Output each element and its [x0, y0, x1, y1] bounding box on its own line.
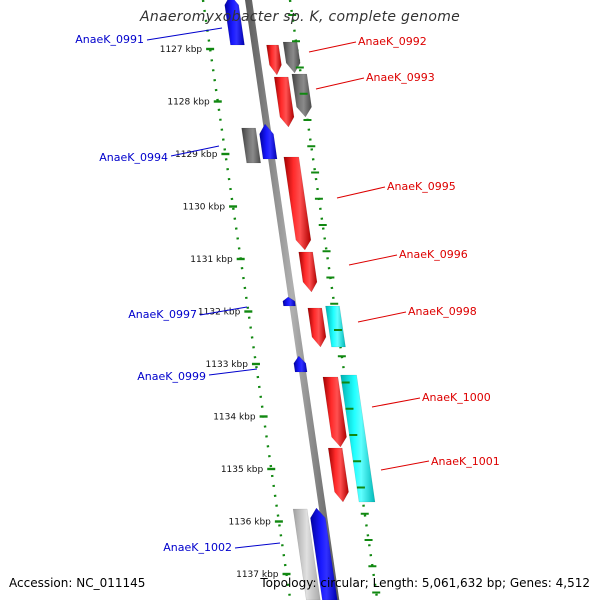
gene-arrow-1001 — [327, 447, 349, 503]
gene-arrow-0997 — [282, 296, 296, 307]
ruler-tick-label: 1128 kbp — [167, 98, 210, 108]
gene-block-0998-partner — [325, 305, 346, 348]
gene-label-leader — [336, 186, 386, 199]
ruler-tick-label: 1134 kbp — [213, 413, 256, 423]
gene-label-leader — [380, 460, 430, 471]
accession-text: Accession: NC_011145 — [9, 576, 146, 590]
gene-arrow-0993 — [273, 76, 295, 128]
gene-label-anaek-0992[interactable]: AnaeK_0992 — [358, 35, 427, 48]
gene-label-leader — [234, 542, 281, 549]
ruler-tick-label: 1136 kbp — [228, 518, 271, 528]
gene-label-anaek-0993[interactable]: AnaeK_0993 — [366, 71, 435, 84]
gene-arrow-0998 — [307, 307, 327, 348]
gene-label-anaek-0996[interactable]: AnaeK_0996 — [399, 248, 468, 261]
ruler-tick-label: 1135 kbp — [221, 465, 264, 475]
gene-block-1000-1001-partner — [340, 374, 376, 503]
ruler-tick-label: 1129 kbp — [175, 150, 218, 160]
gene-label-leader — [199, 306, 248, 316]
gene-label-anaek-0998[interactable]: AnaeK_0998 — [408, 305, 477, 318]
gene-arrow-0993-partner — [291, 73, 312, 118]
gene-arrow-0994 — [259, 123, 278, 160]
gene-label-anaek-1002[interactable]: AnaeK_1002 — [163, 541, 232, 554]
gene-label-leader — [146, 27, 223, 41]
ruler-tick-label: 1131 kbp — [190, 255, 233, 265]
topology-summary: Topology: circular; Length: 5,061,632 bp… — [260, 576, 590, 590]
gene-arrow-0996 — [298, 251, 318, 293]
gene-block-1002-partner — [292, 508, 321, 600]
gene-block-0994-partner — [241, 127, 261, 164]
gene-label-layer: AnaeK_0991 AnaeK_0992 AnaeK_0993 AnaeK_0994… — [75, 27, 500, 554]
gene-label-anaek-0997[interactable]: AnaeK_0997 — [128, 308, 197, 321]
scale-ruler: 1127 kbp 1128 kbp 1129 kbp 1130 kbp 1131 kbp… — [160, 14, 381, 594]
gene-label-leader — [357, 311, 407, 323]
gene-arrow-0999 — [293, 355, 308, 373]
scale-guide-left — [201, 0, 292, 600]
gene-label-anaek-0995[interactable]: AnaeK_0995 — [387, 180, 456, 193]
gene-arrow-1002 — [310, 507, 338, 600]
ruler-tick-label: 1137 kbp — [236, 570, 279, 580]
gene-arrow-0991 — [224, 0, 245, 46]
gene-arrow-0995 — [283, 156, 312, 251]
gene-label-leader — [308, 41, 357, 53]
ruler-tick-label: 1127 kbp — [160, 45, 203, 55]
gene-features — [224, 0, 376, 600]
gene-arrow-0992 — [266, 44, 282, 76]
gene-label-anaek-1000[interactable]: AnaeK_1000 — [422, 391, 491, 404]
gene-label-leader — [170, 145, 220, 157]
genome-title: Anaeromyxobacter sp. K, complete genome — [139, 9, 461, 25]
gene-label-anaek-0991[interactable]: AnaeK_0991 — [75, 33, 144, 46]
ruler-tick-label: 1132 kbp — [198, 308, 241, 318]
ruler-tick-label: 1130 kbp — [183, 203, 226, 213]
gene-arrow-1000 — [322, 376, 347, 448]
ruler-tick-label: 1133 kbp — [206, 360, 249, 370]
gene-label-anaek-0999[interactable]: AnaeK_0999 — [137, 370, 206, 383]
gene-label-leader — [315, 77, 365, 90]
gene-label-leader — [371, 397, 421, 408]
gene-label-leader — [208, 368, 258, 376]
gene-label-leader — [348, 254, 398, 266]
gene-label-anaek-0994[interactable]: AnaeK_0994 — [99, 151, 168, 164]
gene-label-anaek-1001[interactable]: AnaeK_1001 — [431, 455, 500, 468]
